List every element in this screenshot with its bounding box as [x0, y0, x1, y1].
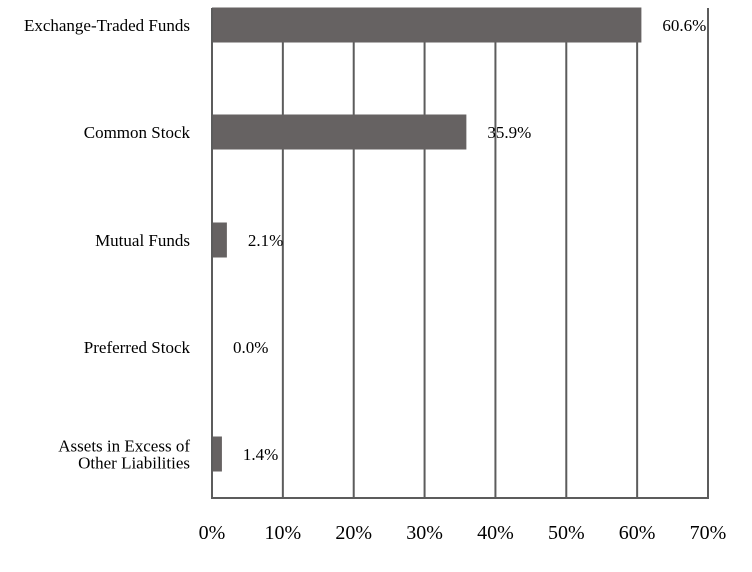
value-label: 1.4% [243, 445, 278, 464]
x-tick-label: 10% [265, 522, 302, 544]
bar [212, 222, 227, 258]
x-tick-label: 70% [690, 522, 727, 544]
x-tick-label: 50% [548, 522, 585, 544]
bar [212, 436, 222, 472]
value-label: 60.6% [662, 16, 706, 35]
bar [212, 114, 467, 150]
category-label: Preferred Stock [84, 338, 191, 357]
x-tick-label: 40% [477, 522, 514, 544]
labels: Exchange-Traded Funds Common Stock Mutual … [24, 16, 726, 544]
value-label: 2.1% [248, 231, 283, 250]
x-tick-label: 60% [619, 522, 656, 544]
bar [212, 7, 642, 43]
bars [212, 7, 642, 472]
gridlines [281, 8, 709, 498]
x-tick-label: 30% [406, 522, 443, 544]
x-tick-label: 20% [335, 522, 372, 544]
axes [211, 8, 709, 499]
x-tick-label: 0% [199, 522, 226, 544]
category-label: Exchange-Traded Funds [24, 16, 190, 35]
category-label: Assets in Excess of Other Liabilities [58, 437, 190, 473]
category-label: Common Stock [84, 123, 191, 142]
value-label: 0.0% [233, 338, 268, 357]
category-label: Mutual Funds [95, 231, 190, 250]
value-label: 35.9% [487, 123, 531, 142]
